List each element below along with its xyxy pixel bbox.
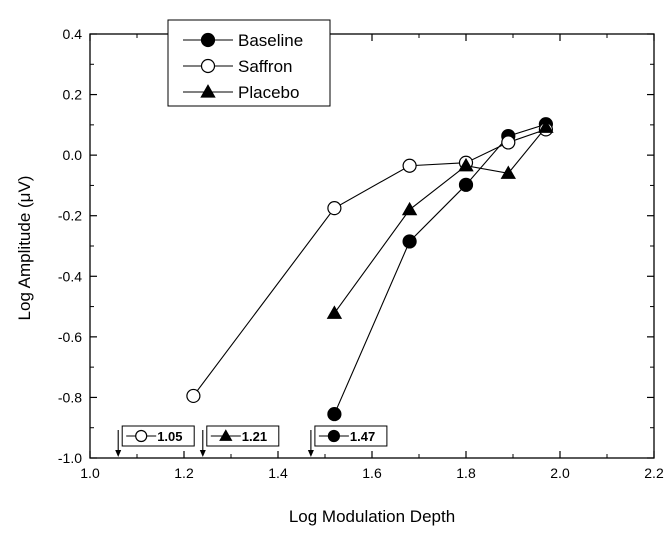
point-baseline (402, 234, 417, 249)
axes: 1.0 1.2 1.4 1.6 1.8 2.0 2.2 0.4 0.2 0.0 -0.2 -0.4 -0… (58, 26, 664, 481)
legend: Baseline Saffron Placebo (167, 19, 331, 107)
point-placebo (538, 119, 554, 133)
legend-marker-placebo (200, 84, 216, 98)
y-tick-label: -0.8 (58, 389, 82, 405)
threshold-baseline: 1.47 (307, 425, 388, 457)
threshold-label: 1.05 (157, 429, 182, 444)
threshold-marker (219, 429, 233, 441)
point-placebo (326, 305, 343, 319)
threshold-label: 1.21 (242, 429, 267, 444)
series-markers (186, 117, 554, 422)
y-tick-label: 0.0 (63, 147, 83, 163)
legend-marker-saffron (200, 58, 216, 74)
x-tick-label: 1.0 (80, 465, 100, 481)
threshold-marker (327, 429, 340, 443)
threshold-arrow-head (307, 450, 314, 457)
point-baseline (458, 177, 474, 192)
point-placebo (401, 201, 418, 216)
y-tick-label: 0.4 (63, 26, 83, 42)
legend-label-placebo: Placebo (238, 83, 299, 102)
y-tick-label: 0.2 (63, 87, 83, 103)
point-placebo (458, 157, 474, 172)
series-line-placebo (333, 126, 547, 314)
x-tick-label: 1.8 (456, 465, 476, 481)
x-tick-label: 2.2 (644, 465, 664, 481)
legend-label-saffron: Saffron (238, 57, 293, 76)
threshold-placebo: 1.21 (199, 425, 280, 457)
x-tick-label: 1.6 (362, 465, 382, 481)
point-saffron (327, 201, 342, 216)
x-tick-label: 1.2 (174, 465, 194, 481)
threshold-saffron: 1.05 (115, 425, 195, 457)
point-baseline (327, 406, 342, 422)
legend-label-baseline: Baseline (238, 31, 303, 50)
series-lines (192, 123, 547, 415)
y-tick-label: -0.6 (58, 329, 82, 345)
series-line-saffron (192, 128, 547, 397)
threshold-label: 1.47 (350, 429, 375, 444)
threshold-annotations: 1.05 1.21 1.47 (115, 425, 388, 457)
y-tick-label: -0.4 (58, 268, 82, 284)
point-saffron (402, 158, 417, 173)
y-tick-label: -0.2 (58, 208, 82, 224)
legend-marker-baseline (200, 32, 216, 48)
y-tick-label: -1.0 (58, 450, 82, 466)
threshold-arrow-head (115, 450, 122, 457)
x-axis-title: Log Modulation Depth (289, 507, 455, 526)
point-saffron (501, 135, 516, 150)
threshold-arrow-head (199, 450, 206, 457)
point-saffron (186, 388, 201, 404)
point-placebo (500, 165, 516, 179)
threshold-marker (135, 429, 148, 443)
x-tick-label: 1.4 (268, 465, 288, 481)
x-tick-label: 2.0 (550, 465, 570, 481)
y-axis-title: Log Amplitude (μV) (15, 176, 34, 321)
